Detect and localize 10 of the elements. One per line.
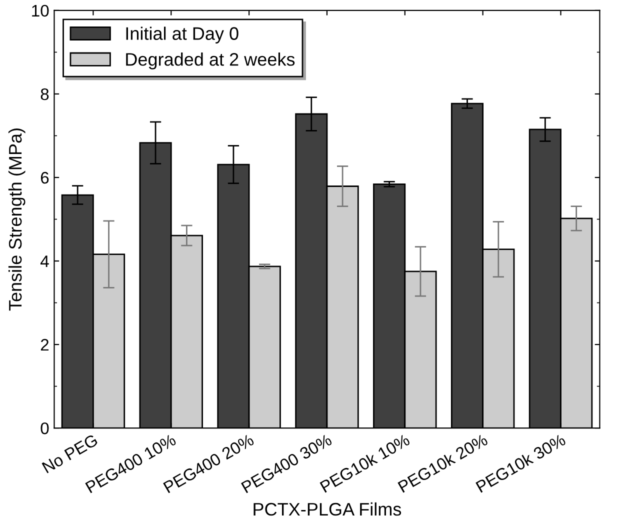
y-tick-label: 10 — [32, 4, 49, 17]
y-tick-label: 6 — [40, 172, 49, 184]
x-axis-title: PCTX-PLGA Films — [254, 502, 402, 516]
legend-label: Degraded at 2 weeks — [126, 52, 295, 70]
y-tick-label: 8 — [40, 88, 49, 100]
y-tick-label: 2 — [40, 338, 49, 351]
legend-label: Initial at Day 0 — [126, 26, 238, 44]
y-tick-label: 4 — [40, 256, 49, 268]
y-tick-label: 0 — [40, 422, 49, 434]
y-axis-title: Tensile Strength (MPa) — [8, 128, 26, 311]
